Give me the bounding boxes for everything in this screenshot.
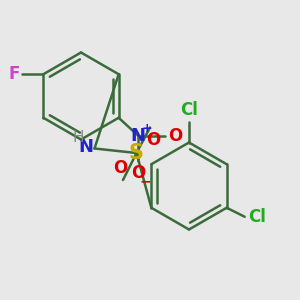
Text: O: O [146,130,160,148]
Text: H: H [72,130,84,145]
Text: −: − [140,175,152,189]
Text: F: F [9,65,20,83]
Text: O: O [168,127,182,145]
Text: Cl: Cl [248,208,266,226]
Text: O: O [131,164,145,182]
Text: Cl: Cl [180,101,198,119]
Text: S: S [129,143,144,163]
Text: N: N [78,138,93,156]
Text: N: N [131,127,146,145]
Text: O: O [113,159,127,177]
Text: +: + [142,122,152,135]
